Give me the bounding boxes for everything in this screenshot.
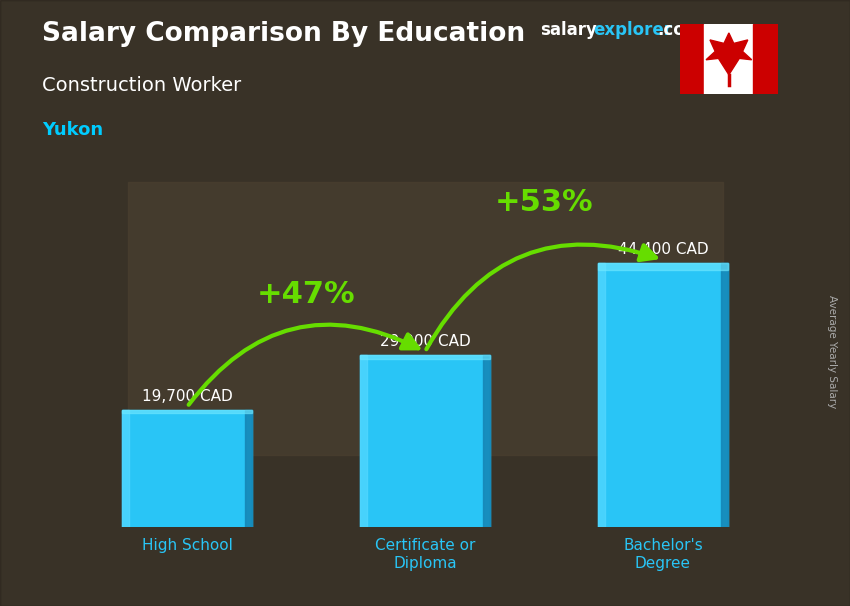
Bar xyxy=(360,355,490,527)
Text: .com: .com xyxy=(657,21,702,39)
Bar xyxy=(598,263,728,270)
Bar xyxy=(245,410,252,527)
Text: +47%: +47% xyxy=(257,280,355,309)
Bar xyxy=(360,355,367,527)
Bar xyxy=(483,355,490,527)
Text: salary: salary xyxy=(540,21,597,39)
Bar xyxy=(598,263,728,527)
Bar xyxy=(128,182,722,454)
Bar xyxy=(598,263,605,527)
Bar xyxy=(122,410,129,527)
Bar xyxy=(705,24,753,94)
Bar xyxy=(680,24,705,94)
Bar xyxy=(122,410,252,413)
Text: Construction Worker: Construction Worker xyxy=(42,76,241,95)
Bar xyxy=(360,355,490,359)
Text: +53%: +53% xyxy=(495,188,593,218)
Bar xyxy=(753,24,778,94)
Text: Average Yearly Salary: Average Yearly Salary xyxy=(827,295,837,408)
Text: 29,000 CAD: 29,000 CAD xyxy=(380,334,470,348)
Text: explorer: explorer xyxy=(593,21,672,39)
Text: 44,400 CAD: 44,400 CAD xyxy=(618,242,708,257)
Text: Yukon: Yukon xyxy=(42,121,104,139)
Polygon shape xyxy=(706,33,751,75)
Text: Salary Comparison By Education: Salary Comparison By Education xyxy=(42,21,525,47)
Bar xyxy=(122,410,252,527)
Text: 19,700 CAD: 19,700 CAD xyxy=(142,389,232,404)
Bar xyxy=(721,263,728,527)
